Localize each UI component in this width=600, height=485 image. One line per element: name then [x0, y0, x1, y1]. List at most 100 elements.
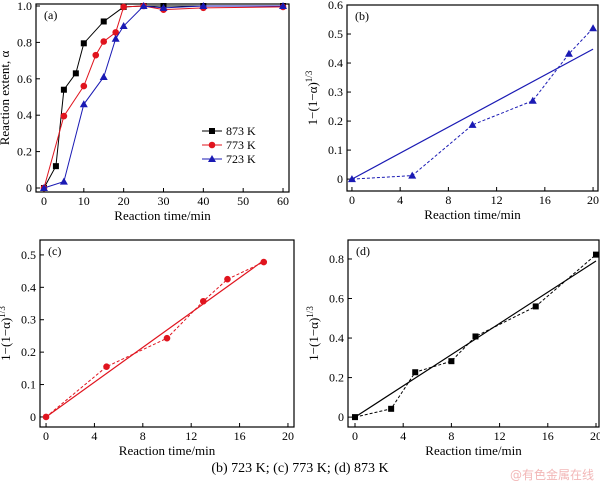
plot-frame: [346, 4, 599, 192]
data-point: [532, 303, 539, 310]
panel-a: 0 10 20 30 40 50 60 0 0.2 0.4 0.6 0.8 1.0 Reaction ti…: [0, 0, 290, 223]
x-tick-label: 16: [542, 429, 554, 443]
plot-frame: [39, 239, 295, 428]
x-tick-label: 16: [234, 429, 246, 443]
x-axis-label: Reaction time/min: [119, 443, 216, 458]
data-point: [80, 82, 88, 90]
figure-caption: (b) 723 K; (c) 773 K; (d) 873 K: [211, 461, 389, 476]
y-tick-label: 0.4: [329, 331, 344, 345]
series-line: [43, 5, 284, 189]
fit-line: [45, 259, 265, 418]
data-point: [199, 297, 207, 305]
panel-d: 0 4 8 12 16 20 0 0.2 0.4 0.6 0.8 Reaction time/min 1…: [305, 239, 600, 458]
x-tick-label: 8: [140, 429, 146, 443]
data-point: [92, 51, 100, 59]
legend-label: 773 K: [226, 138, 256, 152]
data-point: [528, 96, 537, 104]
plot-frame: [347, 239, 600, 428]
data-point: [448, 358, 455, 365]
panel-label: (d): [356, 244, 370, 258]
data-point: [412, 369, 419, 376]
y-tick-label: 0.6: [329, 292, 344, 306]
y-axis-label: Reaction extent, α: [0, 51, 12, 146]
y-axis-label-exponent: 1/3: [305, 306, 315, 318]
x-tick-label: 12: [494, 429, 506, 443]
y-axis-label: 1−(1−α)1/3: [304, 70, 320, 125]
x-axis-label: Reaction time/min: [425, 443, 522, 458]
data-point: [39, 183, 48, 191]
data-point: [388, 405, 395, 412]
x-axis-label: Reaction time/min: [114, 208, 211, 223]
y-axis-label-exponent: 1/3: [0, 306, 7, 318]
legend-marker: [208, 155, 216, 162]
data-point: [111, 34, 120, 42]
y-tick-label: 0.6: [328, 0, 343, 12]
x-tick-label: 4: [91, 429, 97, 443]
data-point: [260, 258, 268, 266]
y-tick-label: 1.0: [17, 0, 32, 13]
data-point: [60, 86, 67, 93]
y-axis-label: 1−(1−α)1/3: [0, 306, 13, 361]
y-axis-label-text: 1−(1−α): [305, 82, 320, 125]
data-line: [351, 27, 594, 180]
data-point: [60, 112, 68, 120]
data-point: [42, 413, 50, 421]
panel-label: (a): [44, 8, 57, 22]
x-tick-label: 8: [445, 193, 451, 207]
data-point: [589, 24, 598, 32]
legend-label: 873 K: [226, 124, 256, 138]
y-axis-label-text: 1−(1−α): [306, 318, 321, 361]
x-tick-label: 0: [349, 193, 355, 207]
legend-label: 723 K: [226, 152, 256, 166]
series-723K: 723 K: [39, 2, 288, 191]
data-point: [468, 120, 477, 128]
data-point: [59, 177, 68, 185]
x-tick-label: 4: [400, 429, 406, 443]
x-tick-label: 50: [237, 194, 249, 208]
data-point: [79, 100, 88, 108]
data-point: [564, 49, 573, 57]
data-point: [159, 3, 168, 11]
x-tick-label: 20: [590, 429, 600, 443]
data-line: [45, 261, 264, 418]
data-point: [100, 38, 108, 45]
data-point: [279, 2, 288, 10]
x-tick-label: 12: [185, 429, 197, 443]
data-point: [199, 2, 208, 10]
data-point: [408, 171, 417, 179]
data-point: [351, 414, 358, 421]
y-tick-label: 0.8: [329, 252, 344, 266]
fit-line: [351, 48, 594, 180]
y-tick-label: 0: [26, 181, 32, 195]
x-tick-label: 30: [157, 194, 169, 208]
y-tick-label: 0.3: [21, 313, 36, 327]
y-axis-label: 1−(1−α)1/3: [305, 306, 321, 361]
y-tick-label: 0: [338, 410, 344, 424]
x-tick-label: 20: [282, 429, 294, 443]
y-tick-label: 0.5: [328, 27, 343, 41]
x-tick-label: 0: [352, 429, 358, 443]
y-tick-label: 0: [30, 410, 36, 424]
x-tick-label: 60: [277, 194, 289, 208]
y-tick-label: 0.3: [328, 85, 343, 99]
y-axis-label-text: 1−(1−α): [0, 318, 13, 361]
data-point: [112, 29, 119, 36]
data-point: [139, 2, 148, 10]
legend-marker: [209, 128, 215, 134]
data-point: [347, 175, 356, 183]
watermark: @有色金属在线: [509, 468, 594, 482]
data-point: [119, 22, 128, 30]
y-tick-label: 0.6: [17, 72, 32, 86]
x-tick-label: 20: [587, 193, 599, 207]
y-tick-label: 0.2: [329, 371, 344, 385]
data-point: [592, 251, 599, 258]
x-tick-label: 40: [197, 194, 209, 208]
data-point: [52, 163, 59, 170]
y-axis-label-exponent: 1/3: [304, 70, 314, 82]
panel-c: 0 4 8 12 16 20 0 0.1 0.2 0.3 0.4 0.5 Reaction time/m…: [0, 239, 295, 458]
panel-label: (b): [355, 9, 369, 23]
x-axis-label: Reaction time/min: [424, 207, 521, 222]
data-point: [163, 334, 171, 342]
y-tick-label: 0.2: [21, 345, 36, 359]
